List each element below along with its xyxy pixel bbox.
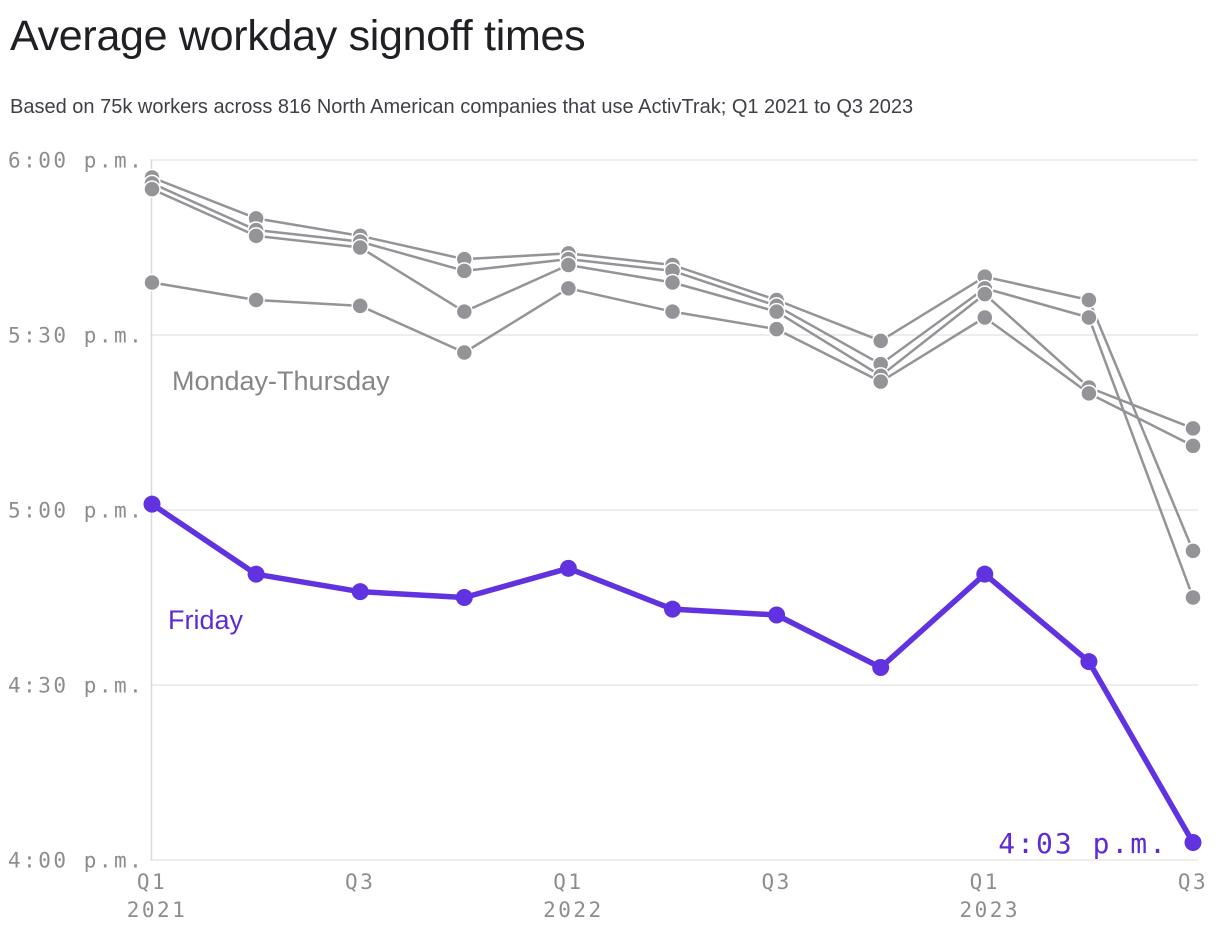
series-line-friday <box>149 501 1196 846</box>
x-tick-year-label: 2022 <box>543 898 604 922</box>
data-point-friday <box>559 559 577 577</box>
data-point-friday <box>768 606 786 624</box>
data-point-wednesday <box>1184 419 1202 438</box>
data-point-monday <box>1080 291 1098 309</box>
data-point-tuesday <box>1080 308 1098 327</box>
data-point-friday <box>872 659 890 676</box>
data-point-friday <box>455 589 473 606</box>
monday-thursday-label: Monday-Thursday <box>172 366 390 396</box>
data-point-friday <box>247 565 265 583</box>
data-point-friday <box>976 565 994 583</box>
x-tick-quarter-label: Q3 <box>761 870 791 894</box>
data-point-wednesday <box>767 302 786 321</box>
y-tick-label: 4:30 p.m. <box>8 674 144 698</box>
data-point-tuesday <box>1184 588 1202 607</box>
x-tick-quarter-label: Q1 <box>137 870 167 894</box>
data-point-thursday <box>663 302 682 321</box>
data-point-thursday <box>1184 437 1202 455</box>
x-tick-quarter-label: Q3 <box>345 870 375 894</box>
x-tick-quarter-label: Q3 <box>1178 870 1208 894</box>
data-point-friday <box>664 600 681 618</box>
data-point-thursday <box>247 291 265 309</box>
data-point-thursday <box>976 308 994 327</box>
chart-title: Average workday signoff times <box>10 12 586 60</box>
data-point-monday <box>871 332 890 350</box>
last-value-label: 4:03 p.m. <box>998 827 1168 860</box>
x-tick-year-label: 2021 <box>127 898 188 922</box>
data-point-wednesday <box>247 227 265 245</box>
chart-subtitle: Based on 75k workers across 816 North Am… <box>10 96 914 118</box>
data-point-thursday <box>559 279 578 298</box>
y-tick-label: 4:00 p.m. <box>8 849 144 873</box>
data-point-tuesday <box>455 262 474 280</box>
data-point-wednesday <box>663 273 682 292</box>
data-point-thursday <box>1080 384 1098 403</box>
data-point-thursday <box>143 273 161 292</box>
data-point-thursday <box>455 343 474 362</box>
y-tick-label: 5:00 p.m. <box>8 499 144 523</box>
data-point-wednesday <box>143 180 161 198</box>
x-tick-quarter-label: Q1 <box>553 870 583 894</box>
data-point-wednesday <box>559 256 578 274</box>
data-point-friday <box>351 583 369 601</box>
data-point-wednesday <box>455 302 474 321</box>
data-point-friday <box>1080 653 1098 671</box>
data-point-friday <box>143 495 161 513</box>
friday-label: Friday <box>168 605 244 635</box>
data-point-wednesday <box>976 285 994 303</box>
x-tick-quarter-label: Q1 <box>970 870 1000 894</box>
y-tick-label: 5:30 p.m. <box>8 324 144 348</box>
data-point-wednesday <box>351 238 369 257</box>
data-point-friday <box>1184 834 1202 851</box>
data-point-monday <box>1184 542 1202 560</box>
data-point-thursday <box>871 372 890 391</box>
y-tick-label: 6:00 p.m. <box>8 149 144 173</box>
data-point-thursday <box>767 320 786 338</box>
data-point-thursday <box>351 297 369 315</box>
series-line-monday <box>150 176 1195 553</box>
x-tick-year-label: 2023 <box>960 898 1021 922</box>
